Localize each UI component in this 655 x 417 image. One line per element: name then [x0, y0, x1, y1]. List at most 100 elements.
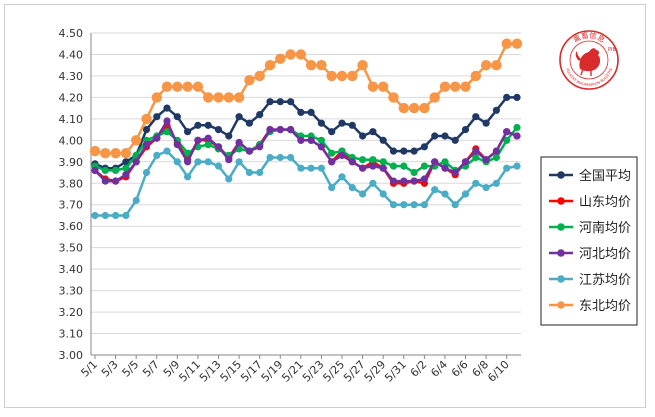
data-point: [461, 190, 470, 198]
data-point: [233, 92, 245, 103]
data-point: [348, 184, 356, 192]
data-point: [317, 136, 325, 144]
data-point: [194, 121, 202, 129]
data-point: [307, 136, 315, 144]
data-point: [276, 98, 284, 106]
y-tick-label: 3.30: [59, 285, 84, 298]
data-point: [441, 190, 449, 198]
data-point: [378, 81, 389, 92]
data-point: [214, 143, 223, 151]
x-tick-label: 5/25: [320, 358, 347, 385]
data-point: [91, 166, 99, 174]
data-point: [379, 158, 387, 166]
data-point: [204, 158, 212, 166]
data-point: [122, 158, 130, 166]
x-tick-label: 6/2: [408, 358, 430, 380]
data-point: [410, 177, 418, 185]
y-tick-label: 4.50: [59, 27, 84, 40]
x-tick-label: 5/27: [341, 358, 368, 385]
data-point: [431, 132, 439, 140]
data-point: [503, 136, 511, 144]
data-point: [336, 70, 348, 82]
data-point: [245, 168, 253, 177]
data-point: [410, 201, 418, 209]
y-tick-label: 4.00: [59, 134, 84, 147]
x-tick-label: 5/21: [279, 358, 306, 385]
data-point: [400, 177, 408, 185]
data-point: [184, 158, 192, 166]
data-point: [513, 132, 521, 140]
data-point: [132, 158, 140, 166]
data-point: [348, 158, 356, 166]
data-point: [347, 70, 358, 82]
data-point: [172, 81, 183, 92]
data-point: [441, 164, 449, 172]
data-point: [400, 162, 408, 170]
data-point: [120, 148, 132, 159]
data-point: [328, 149, 336, 157]
data-point: [451, 201, 459, 209]
data-point: [328, 158, 336, 166]
data-point: [492, 147, 500, 155]
data-point: [389, 162, 398, 170]
data-point: [420, 175, 428, 183]
data-point: [472, 153, 480, 162]
data-point: [501, 38, 512, 49]
data-point: [400, 201, 408, 209]
data-point: [287, 126, 295, 134]
rooster-icon: [575, 48, 601, 76]
data-point: [419, 102, 430, 114]
data-point: [142, 126, 151, 134]
data-point: [194, 158, 202, 166]
x-tick-label: 5/11: [176, 358, 203, 385]
data-point: [184, 149, 192, 157]
legend-item: 东北均价: [549, 299, 631, 314]
data-point: [420, 143, 428, 151]
data-point: [89, 145, 101, 157]
x-tick-label: 5/29: [362, 358, 389, 385]
data-point: [122, 211, 130, 220]
data-point: [359, 164, 367, 172]
y-tick-label: 3.00: [59, 349, 84, 362]
data-point: [480, 60, 492, 71]
data-point: [173, 113, 181, 121]
data-point: [492, 179, 500, 187]
data-point: [348, 121, 356, 129]
data-point: [266, 98, 274, 106]
data-point: [317, 119, 325, 127]
legend-item: 河北均价: [549, 247, 631, 262]
data-point: [204, 134, 212, 142]
legend-swatch-marker: [557, 275, 565, 283]
series-lines: [89, 38, 523, 220]
y-tick-labels: 3.00 3.10 3.20 3.30 3.40 3.50 3.60 3.70 3.80 3.90…: [59, 27, 84, 362]
data-point: [225, 175, 233, 183]
chart-frame: 3.00 3.10 3.20 3.30 3.40 3.50 3.60 3.70 3.80 3.90…: [4, 4, 646, 408]
data-point: [389, 177, 398, 185]
data-point: [287, 153, 295, 162]
y-tick-label: 4.30: [59, 70, 84, 83]
data-point: [369, 162, 377, 170]
data-point: [461, 126, 470, 134]
data-point: [472, 113, 480, 121]
legend-item: 全国平均: [549, 168, 631, 184]
data-point: [244, 75, 255, 86]
data-point: [101, 177, 109, 185]
pib-logo-seal: 禽畜信息 PIB POULTRY INFORMATION BULLETIN: [559, 30, 619, 90]
data-point: [151, 92, 162, 103]
data-point: [142, 141, 151, 149]
data-point: [470, 70, 481, 82]
data-point: [398, 102, 409, 114]
legend-label: 东北均价: [579, 299, 631, 314]
legend-swatch-marker: [557, 301, 565, 309]
data-point: [451, 136, 459, 144]
y-tick-label: 4.10: [59, 113, 84, 126]
x-tick-labels: 5/15/35/55/75/95/115/135/155/175/195/215…: [78, 358, 511, 385]
y-tick-label: 3.90: [59, 156, 84, 169]
y-tick-label: 3.20: [59, 306, 84, 319]
data-point: [328, 184, 336, 192]
axes: [90, 33, 521, 359]
line-chart: 3.00 3.10 3.20 3.30 3.40 3.50 3.60 3.70 3.80 3.90…: [59, 27, 638, 385]
data-point: [503, 93, 511, 101]
data-point: [482, 156, 490, 164]
x-tick-label: 5/13: [197, 358, 224, 385]
